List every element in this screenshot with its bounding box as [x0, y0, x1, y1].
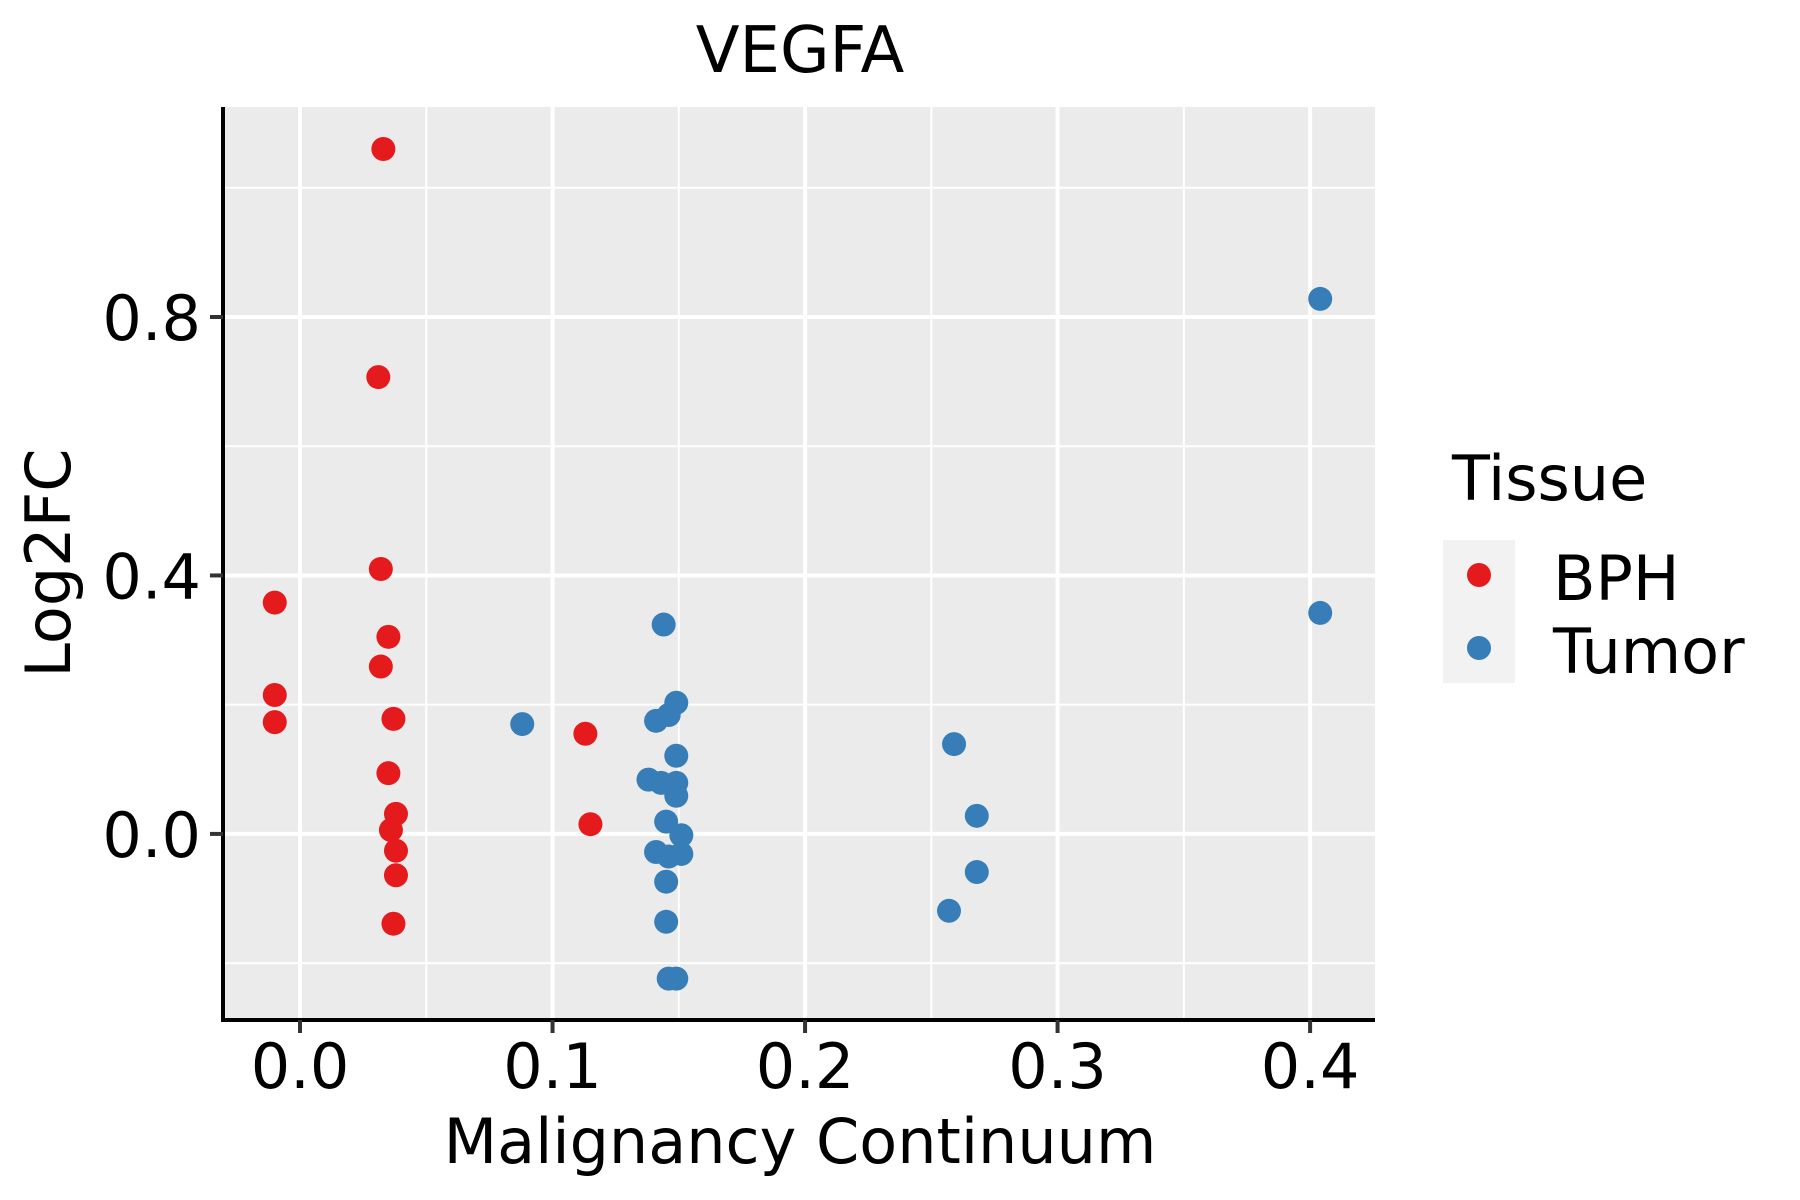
data-point-bph — [381, 706, 406, 731]
data-point-tumor — [654, 869, 679, 894]
data-point-tumor — [664, 966, 689, 991]
x-axis-ticks: 0.0 0.1 0.2 0.3 0.4 — [251, 1020, 1360, 1103]
legend-key-bph — [1467, 563, 1491, 587]
chart-title: VEGFA — [696, 14, 905, 88]
data-point-bph — [262, 682, 287, 707]
plot-panel — [223, 107, 1375, 1020]
data-point-bph — [366, 365, 391, 390]
data-point-tumor — [1308, 286, 1333, 311]
y-axis-title: Log2FC — [12, 448, 85, 677]
data-point-tumor — [664, 743, 689, 768]
data-point-bph — [262, 590, 287, 615]
data-point-tumor — [654, 909, 679, 934]
minor-gridlines — [223, 107, 1375, 1020]
y-tick-label: 0.8 — [102, 282, 201, 355]
legend-label-tumor: Tumor — [1552, 615, 1745, 688]
data-point-bph — [376, 761, 401, 786]
legend-title: Tissue — [1451, 442, 1647, 515]
data-point-tumor — [644, 708, 669, 733]
x-tick-label: 0.0 — [251, 1030, 350, 1103]
data-point-tumor — [651, 612, 676, 637]
data-point-tumor — [669, 841, 694, 866]
legend-key-background — [1443, 540, 1515, 683]
data-point-bph — [371, 136, 396, 161]
legend-key-tumor — [1467, 636, 1491, 660]
series-bph — [262, 136, 603, 936]
legend-label-bph: BPH — [1553, 542, 1680, 615]
data-point-bph — [262, 710, 287, 735]
x-tick-label: 0.1 — [503, 1030, 602, 1103]
data-point-tumor — [664, 783, 689, 808]
data-point-tumor — [942, 732, 967, 757]
major-gridlines — [223, 107, 1375, 1020]
y-axis-ticks: 0.0 0.4 0.8 — [102, 282, 223, 872]
legend: Tissue BPH Tumor — [1443, 442, 1745, 688]
data-point-tumor — [964, 803, 989, 828]
data-point-bph — [381, 911, 406, 936]
data-point-tumor — [936, 898, 961, 923]
data-point-bph — [573, 721, 598, 746]
data-points — [262, 136, 1333, 991]
data-point-bph — [578, 812, 603, 837]
data-point-bph — [376, 624, 401, 649]
data-point-tumor — [1308, 600, 1333, 625]
data-point-bph — [368, 556, 393, 581]
y-tick-label: 0.4 — [102, 540, 201, 613]
x-axis-title: Malignancy Continuum — [444, 1105, 1157, 1178]
data-point-tumor — [669, 823, 694, 848]
data-point-bph — [383, 863, 408, 888]
data-point-bph — [378, 818, 403, 843]
axes: 0.0 0.1 0.2 0.3 0.4 0.0 0.4 0.8 — [102, 107, 1375, 1103]
data-point-tumor — [964, 860, 989, 885]
x-tick-label: 0.3 — [1008, 1030, 1107, 1103]
data-point-bph — [383, 838, 408, 863]
x-tick-label: 0.4 — [1261, 1030, 1360, 1103]
x-tick-label: 0.2 — [756, 1030, 855, 1103]
data-point-bph — [368, 654, 393, 679]
data-point-tumor — [510, 712, 535, 737]
y-tick-label: 0.0 — [102, 799, 201, 872]
series-tumor — [510, 286, 1333, 991]
